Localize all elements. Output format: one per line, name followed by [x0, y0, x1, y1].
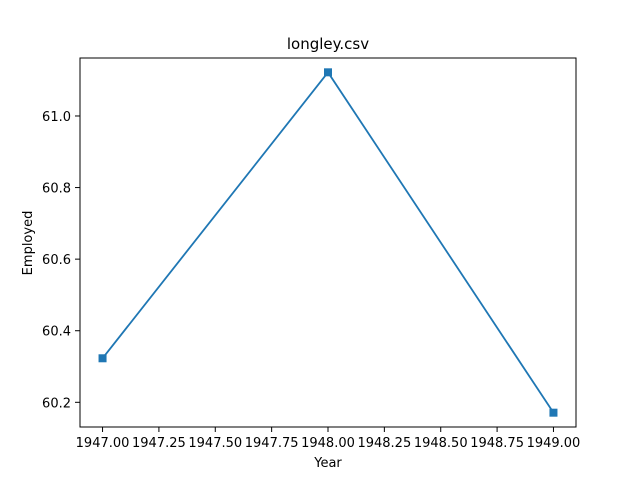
plot-area: [98, 68, 558, 417]
data-point-marker: [98, 354, 107, 363]
y-tick-label: 61.0: [42, 110, 71, 125]
x-tick-label: 1948.00: [301, 436, 355, 451]
y-tick-label: 60.2: [42, 396, 71, 411]
data-point-marker: [324, 68, 332, 77]
x-tick-label: 1947.25: [132, 436, 186, 451]
data-point-marker: [549, 408, 558, 417]
x-tick-label: 1949.00: [527, 436, 581, 451]
x-tick-label: 1947.00: [76, 436, 130, 451]
y-tick-label: 60.8: [42, 182, 71, 197]
x-tick-label: 1948.75: [470, 436, 524, 451]
x-axis-label: Year: [313, 456, 342, 471]
x-tick-label: 1948.25: [357, 436, 411, 451]
chart-title: longley.csv: [287, 35, 369, 53]
y-tick-label: 60.4: [42, 325, 71, 340]
y-tick-label: 60.6: [42, 253, 71, 268]
y-axis-label: Employed: [21, 211, 36, 276]
x-tick-label: 1947.75: [245, 436, 299, 451]
x-tick-label: 1947.50: [188, 436, 242, 451]
x-tick-label: 1948.50: [414, 436, 468, 451]
